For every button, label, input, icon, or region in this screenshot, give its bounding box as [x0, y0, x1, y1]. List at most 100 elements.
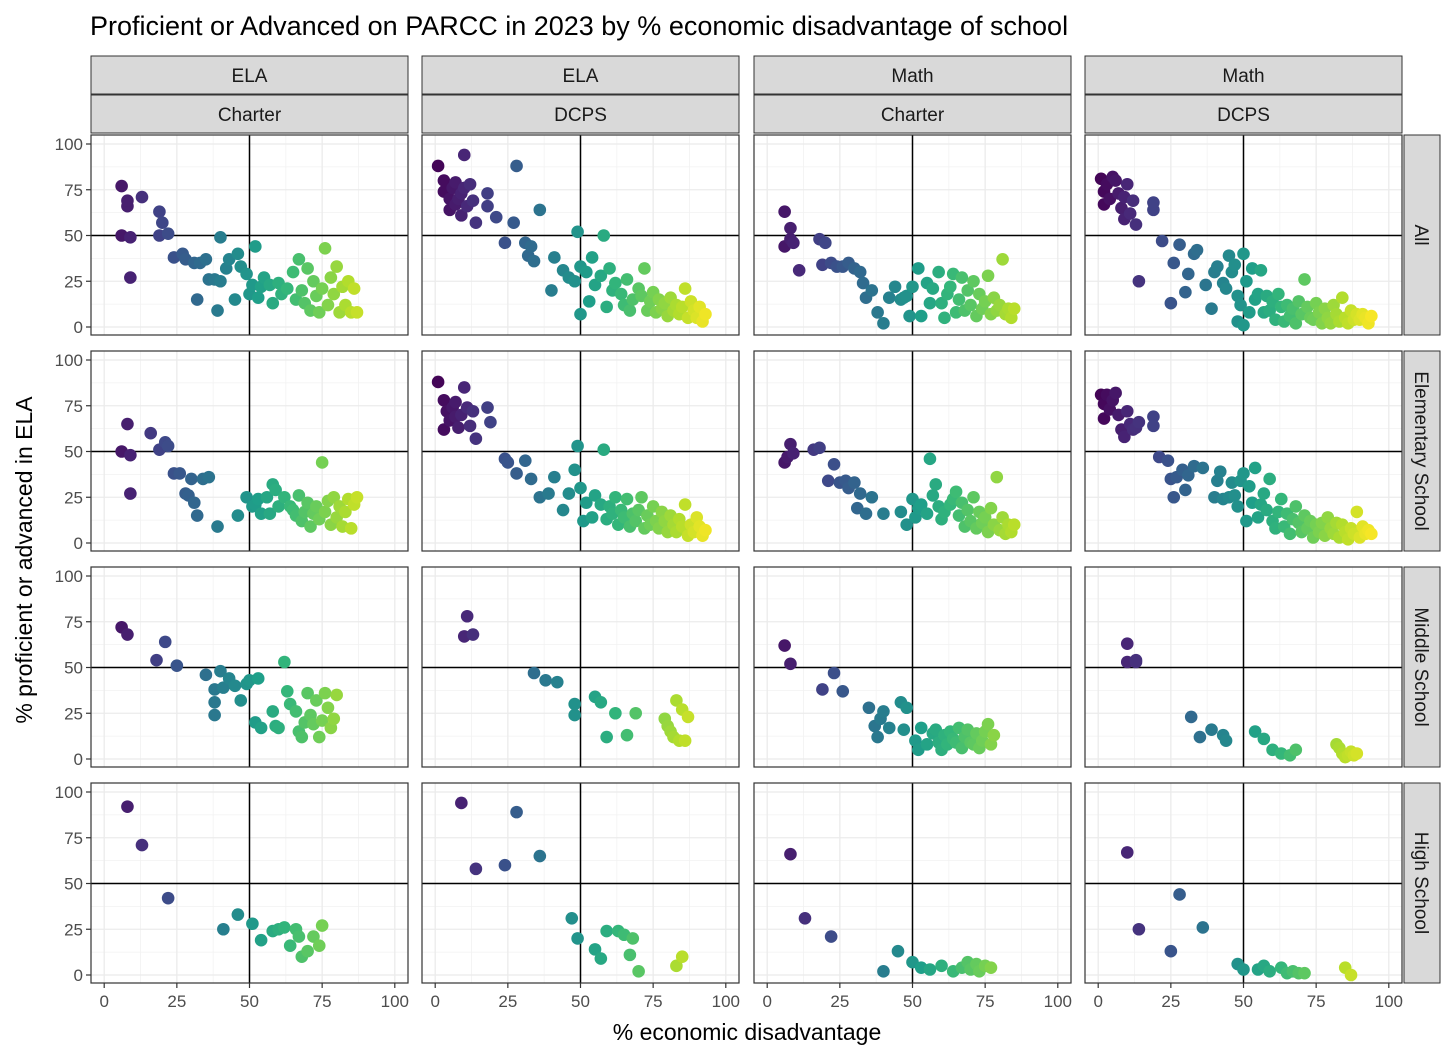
strip-background [1403, 134, 1441, 336]
panels-layer: ELA Charter ELA DCPS Math Charter Math DCPS All E… [55, 55, 1441, 1011]
x-tick-label: 0 [762, 992, 771, 1011]
data-point [681, 710, 695, 724]
data-point [269, 483, 282, 497]
data-point [836, 684, 850, 698]
data-points [778, 205, 1021, 330]
data-point [588, 278, 602, 292]
strip-sector-label: Charter [218, 105, 282, 126]
y-tick-label: 25 [64, 704, 83, 723]
data-point [620, 273, 634, 286]
data-point [1274, 492, 1288, 506]
panel-border [421, 350, 740, 552]
data-point [481, 187, 494, 200]
data-point [900, 518, 913, 531]
data-point [507, 216, 520, 229]
data-point [877, 965, 890, 978]
data-point [1129, 653, 1143, 667]
data-point [254, 507, 268, 521]
data-point [217, 922, 230, 936]
data-point [614, 287, 628, 301]
data-point [318, 242, 332, 255]
panel-border [1084, 350, 1403, 552]
data-point [923, 963, 937, 976]
data-point [853, 487, 867, 500]
panel-r1-c2 [421, 134, 740, 336]
data-point [1222, 249, 1236, 262]
data-point [304, 520, 317, 533]
data-point [827, 666, 841, 680]
data-point [301, 686, 314, 700]
data-point [121, 800, 134, 813]
data-point [981, 717, 995, 731]
data-point [1007, 518, 1021, 531]
y-tick-label: 25 [64, 272, 83, 291]
y-tick-label: 50 [64, 227, 83, 246]
data-point [283, 939, 297, 953]
data-point [330, 260, 343, 273]
data-point [153, 205, 166, 219]
y-axis-ticks-row-1: 0 25 50 75 100 [55, 135, 91, 337]
data-point [609, 490, 622, 504]
data-point [568, 463, 581, 477]
panel-r3-c4 [1084, 566, 1403, 768]
data-point [466, 194, 480, 208]
data-point [961, 503, 975, 517]
x-tick-label: 75 [644, 992, 663, 1011]
x-tick-label: 50 [903, 992, 922, 1011]
data-point [984, 501, 998, 515]
data-point [431, 159, 445, 173]
data-point [574, 481, 587, 495]
data-point [1173, 888, 1186, 901]
data-point [582, 295, 596, 308]
data-point [1179, 483, 1192, 497]
data-points [455, 796, 689, 978]
y-tick-label: 50 [64, 659, 83, 678]
data-point [312, 939, 326, 953]
data-point [135, 838, 149, 852]
x-axis-ticks-col-4: 0 25 50 75 100 [1093, 983, 1403, 1011]
data-point [1336, 291, 1349, 305]
data-point [1237, 247, 1250, 261]
data-point [240, 490, 253, 504]
panel-border [1084, 134, 1403, 336]
data-point [635, 490, 648, 504]
x-tick-label: 100 [712, 992, 740, 1011]
data-point [571, 225, 584, 239]
strip-background [1084, 94, 1403, 134]
data-point [1257, 732, 1271, 746]
data-point [431, 375, 445, 389]
data-point [295, 284, 309, 297]
data-point [272, 500, 285, 513]
data-point [266, 705, 280, 718]
data-point [124, 271, 137, 284]
data-point [484, 415, 497, 429]
data-point [816, 683, 829, 696]
data-point [900, 289, 913, 303]
data-point [1211, 260, 1224, 273]
data-point [1240, 514, 1253, 528]
data-point [787, 447, 800, 460]
data-points [121, 800, 329, 963]
data-point [1129, 218, 1143, 231]
data-point [199, 252, 213, 266]
data-point [254, 721, 268, 735]
data-point [469, 216, 483, 229]
data-point [813, 441, 826, 455]
data-point [1243, 479, 1256, 493]
x-tick-label: 50 [240, 992, 259, 1011]
row-strip-label: All [1410, 224, 1431, 245]
x-axis-ticks-col-3: 0 25 50 75 100 [762, 983, 1072, 1011]
panel-border [753, 350, 1072, 552]
data-point [1184, 710, 1198, 724]
x-tick-label: 50 [571, 992, 590, 1011]
strip-background [90, 94, 409, 134]
data-point [231, 908, 245, 921]
data-point [1123, 207, 1137, 220]
panel-r4-c4 [1084, 782, 1403, 984]
data-point [943, 280, 957, 294]
data-point [877, 705, 890, 718]
panel-border [1084, 566, 1403, 768]
data-point [1167, 256, 1181, 270]
data-point [315, 282, 329, 295]
